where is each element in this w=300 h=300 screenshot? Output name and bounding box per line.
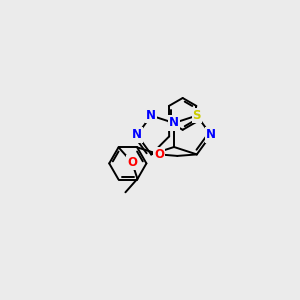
Text: O: O — [154, 148, 164, 161]
Text: N: N — [132, 128, 142, 142]
Text: O: O — [127, 156, 137, 169]
Text: N: N — [169, 116, 179, 130]
Text: N: N — [146, 109, 156, 122]
Text: S: S — [193, 109, 201, 122]
Text: N: N — [206, 128, 216, 142]
